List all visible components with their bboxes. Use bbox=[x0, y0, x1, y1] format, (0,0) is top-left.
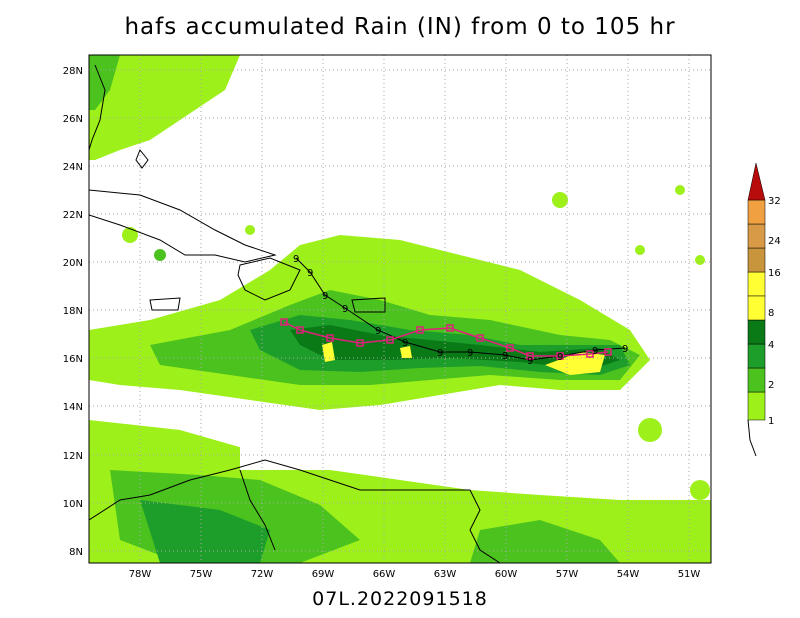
track-symbol: 9 bbox=[402, 338, 408, 349]
lon-label: 63W bbox=[434, 569, 457, 580]
colorbar-label: 1 bbox=[768, 416, 774, 427]
storm-track: 9 9 9 9 9 9 9 9 9 9 9 9 9 bbox=[280, 254, 628, 367]
colorbar-bin-20 bbox=[747, 223, 766, 249]
lon-label: 75W bbox=[190, 569, 213, 580]
lat-label: 12N bbox=[63, 451, 83, 462]
colorbar-label: 2 bbox=[768, 380, 774, 391]
map-grid bbox=[89, 55, 711, 563]
rain-region-nw bbox=[89, 55, 240, 160]
colorbar-bin-1 bbox=[747, 391, 766, 421]
lon-label: 57W bbox=[556, 569, 579, 580]
lon-label: 78W bbox=[129, 569, 152, 580]
colorbar-labels: 1 2 4 8 16 24 32 bbox=[768, 196, 781, 427]
colorbar-bin-2 bbox=[747, 367, 766, 393]
track-symbol: 9 bbox=[527, 356, 533, 367]
colorbar-label: 16 bbox=[768, 268, 781, 279]
track-symbols: 9 9 9 9 9 9 9 9 9 9 9 9 9 bbox=[293, 254, 628, 367]
colorbar-bin-24 bbox=[747, 199, 766, 225]
lat-label: 14N bbox=[63, 402, 83, 413]
colorbar: 1 2 4 8 16 24 32 bbox=[747, 162, 781, 457]
colorbar-bin-16 bbox=[747, 247, 766, 273]
run-label: 07L.2022091518 bbox=[312, 588, 488, 610]
colorbar-label: 32 bbox=[768, 196, 781, 207]
map-title: hafs accumulated Rain (IN) from 0 to 105… bbox=[124, 14, 676, 40]
lon-label: 54W bbox=[617, 569, 640, 580]
track-symbol: 9 bbox=[622, 344, 628, 355]
track-markers bbox=[280, 318, 612, 360]
lat-label: 22N bbox=[63, 210, 83, 221]
lat-label: 10N bbox=[63, 499, 83, 510]
colorbar-bin-6 bbox=[747, 319, 766, 345]
track-symbol: 9 bbox=[307, 268, 313, 279]
track-line-model bbox=[283, 321, 609, 357]
lat-axis: 28N 26N 24N 22N 20N 18N 16N 14N 12N 10N … bbox=[63, 66, 83, 558]
rainfall-field bbox=[89, 55, 711, 563]
track-symbol: 9 bbox=[467, 348, 473, 359]
lat-label: 26N bbox=[63, 114, 83, 125]
lat-label: 24N bbox=[63, 162, 83, 173]
colorbar-label: 4 bbox=[768, 340, 774, 351]
lon-label: 51W bbox=[678, 569, 701, 580]
colorbar-max-arrow bbox=[747, 162, 766, 201]
track-symbol: 9 bbox=[557, 352, 563, 363]
track-symbol: 9 bbox=[437, 348, 443, 359]
lat-label: 20N bbox=[63, 258, 83, 269]
lat-label: 8N bbox=[69, 547, 83, 558]
lat-label: 16N bbox=[63, 354, 83, 365]
lon-label: 60W bbox=[495, 569, 518, 580]
lon-axis: 78W 75W 72W 69W 66W 63W 60W 57W 54W 51W bbox=[129, 569, 701, 580]
colorbar-label: 8 bbox=[768, 308, 774, 319]
track-symbol: 9 bbox=[375, 326, 381, 337]
colorbar-bin-10 bbox=[747, 295, 766, 321]
lat-label: 18N bbox=[63, 306, 83, 317]
colorbar-bin-8 bbox=[747, 271, 766, 297]
lon-label: 69W bbox=[312, 569, 335, 580]
coastlines bbox=[89, 64, 501, 563]
lon-label: 66W bbox=[373, 569, 396, 580]
track-symbol: 9 bbox=[342, 304, 348, 315]
map-frame bbox=[88, 54, 712, 564]
track-symbol: 9 bbox=[592, 346, 598, 357]
colorbar-label: 24 bbox=[768, 236, 781, 247]
track-symbol: 9 bbox=[322, 291, 328, 302]
lon-label: 72W bbox=[251, 569, 274, 580]
colorbar-min-arrow bbox=[747, 419, 757, 457]
lat-label: 28N bbox=[63, 66, 83, 77]
track-symbol: 9 bbox=[293, 254, 299, 265]
track-symbol: 9 bbox=[502, 351, 508, 362]
colorbar-bin-4 bbox=[747, 343, 766, 369]
